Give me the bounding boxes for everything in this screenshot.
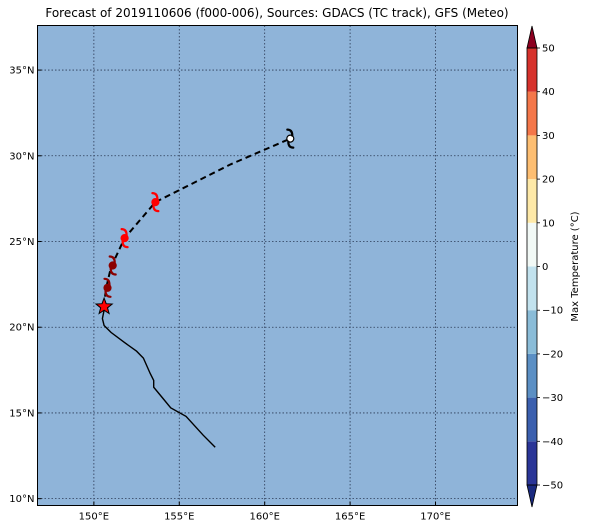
colorbar-band	[527, 266, 537, 311]
colorbar-band	[527, 48, 537, 92]
ocean-background	[37, 25, 518, 506]
colorbar-band	[527, 353, 537, 398]
map-title: Forecast of 2019110606 (f000-006), Sourc…	[45, 6, 509, 20]
lat-tick-label: 25°N	[9, 237, 34, 248]
map-frame	[37, 25, 518, 506]
lat-tick-label: 20°N	[9, 323, 34, 334]
lon-tick-label: 160°E	[249, 512, 279, 523]
colorbar-band	[527, 179, 537, 223]
colorbar-tick-label: 20	[542, 175, 555, 186]
lat-tick-label: 10°N	[9, 494, 34, 505]
storm-symbol-icon	[286, 128, 295, 149]
storm-symbol-icon	[103, 277, 112, 298]
lat-tick-label: 35°N	[9, 66, 34, 77]
colorbar-tick-label: −10	[542, 306, 563, 317]
colorbar-tick-label: 10	[542, 218, 555, 229]
colorbar-tick-label: 40	[542, 87, 555, 98]
lon-tick-label: 155°E	[164, 512, 194, 523]
colorbar-band	[527, 310, 537, 354]
lon-tick-label: 165°E	[335, 512, 365, 523]
colorbar-tick-label: 30	[542, 131, 555, 142]
lon-tick-label: 150°E	[79, 512, 109, 523]
colorbar-tick-label: −20	[542, 349, 563, 360]
colorbar-extend-min	[526, 484, 538, 508]
lat-tick-label: 30°N	[9, 151, 34, 162]
colorbar-band	[527, 91, 537, 136]
colorbar-band	[527, 135, 537, 180]
storm-symbol-icon	[151, 192, 160, 213]
colorbar-tick-label: −30	[542, 393, 563, 404]
colorbar-extend-max	[526, 25, 538, 49]
past-track-line	[101, 309, 216, 448]
storm-symbol-icon	[120, 228, 129, 249]
lat-tick-label: 15°N	[9, 408, 34, 419]
lon-tick-label: 170°E	[420, 512, 450, 523]
colorbar-tick-label: −50	[542, 481, 563, 492]
colorbar: −50 −40 −30 −20 −10 0 10 20 30 40 50 Max Temperatur…	[526, 25, 581, 508]
colorbar-band	[527, 441, 537, 485]
colorbar-band	[527, 222, 537, 267]
current-position-star-icon	[94, 296, 114, 315]
colorbar-tick-label: 50	[542, 44, 555, 55]
colorbar-label: Max Temperature (°C)	[570, 211, 581, 321]
map-area: 150°E 155°E 160°E 165°E 170°E 10°N 15°N 20°N 25°…	[9, 25, 518, 523]
colorbar-tick-label: 0	[542, 262, 548, 273]
colorbar-band	[527, 397, 537, 442]
colorbar-tick-label: −40	[542, 437, 563, 448]
storm-symbol-icon	[108, 255, 117, 276]
